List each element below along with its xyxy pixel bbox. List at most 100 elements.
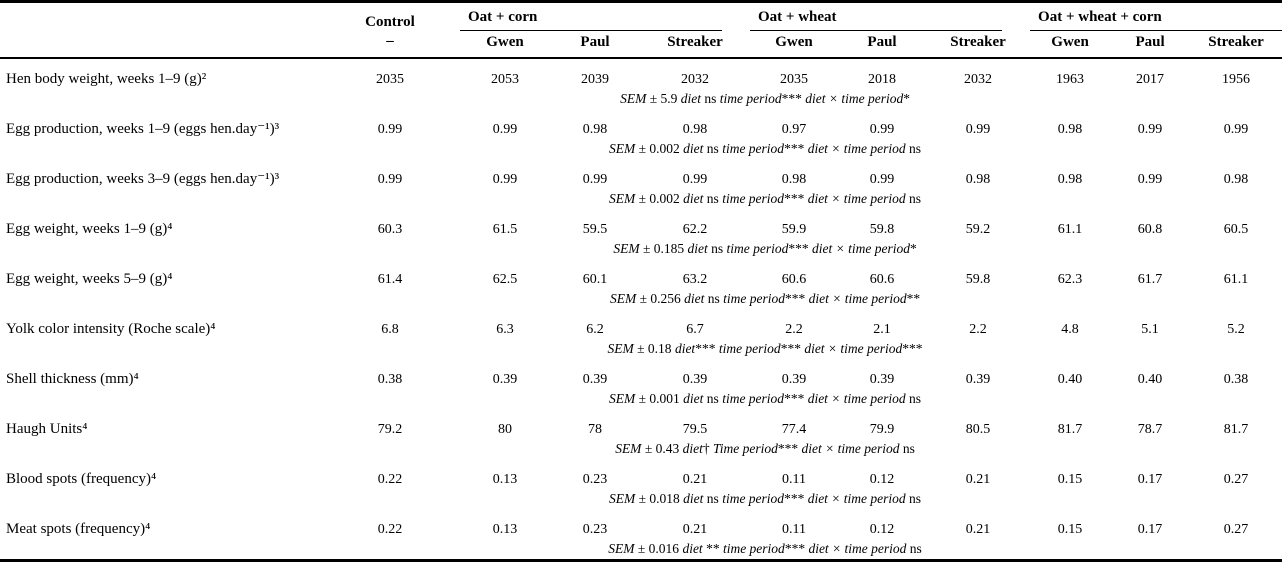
column-header-streaker: Streaker [640,31,750,59]
value-cell: 0.15 [1057,522,1083,537]
control-label: Control [365,13,415,30]
table-header: Control – Oat + corn Oat + wheat Oat + w… [0,1,1282,59]
value-cell: 79.9 [869,422,895,437]
column-header-streaker: Streaker [926,31,1031,59]
sem-term: *** [784,491,808,506]
value-cell: 6.3 [496,322,514,337]
value-cell: 2039 [581,72,609,87]
trait-value-row: Egg production, weeks 1–9 (eggs hen.day⁻… [0,109,1282,138]
value-cell: 0.97 [781,122,807,137]
empty-cell [0,538,320,561]
diet-group-label: Oat + corn [460,9,722,31]
sem-row: SEM ± 0.016 diet ** time period*** diet … [0,538,1282,561]
value-cell: 0.17 [1137,522,1163,537]
value-cell: 0.13 [492,472,518,487]
value-cell: 62.3 [1057,272,1083,287]
value-cell: 0.99 [869,172,895,187]
value-cell: 0.40 [1137,372,1163,387]
sem-term-italic: Time period [712,441,778,456]
value-cell: 2017 [1136,72,1165,87]
sem-term: *** [780,341,805,356]
value-cell: 0.99 [1223,122,1249,137]
sem-term-italic: diet [682,441,703,456]
value-cell: 0.99 [682,172,708,187]
value-cell: 0.12 [869,472,895,487]
value-cell: 0.21 [965,472,991,487]
empty-cell [0,88,320,109]
trait-label: Egg production, weeks 3–9 (eggs hen.day⁻… [6,171,280,187]
value-cell: 61.5 [492,222,518,237]
control-dash: – [386,32,394,49]
value-cell: 2032 [964,72,993,87]
value-cell: 0.21 [965,522,991,537]
sem-term: ns [703,491,723,506]
sem-term-italic: diet [683,391,704,406]
sem-term-italic: time period [718,341,781,356]
sem-term-italic: diet [683,191,704,206]
sem-term-italic: diet × time period [801,441,900,456]
sem-term: ns [899,441,915,456]
value-cell: 0.99 [965,122,991,137]
column-header-paul: Paul [838,31,926,59]
sem-term-italic: SEM [609,291,637,306]
empty-cell [0,488,320,509]
empty-cell [0,438,320,459]
diet-group-label: Oat + wheat + corn [1030,9,1282,31]
value-cell: 0.11 [782,472,806,487]
value-cell: 0.38 [1223,372,1249,387]
sem-term-italic: diet × time period [808,541,907,556]
sem-term: ± 0.43 [641,441,683,456]
sem-term-italic: time period [719,91,782,106]
sem-term-italic: diet × time period [807,391,906,406]
diet-group-oat-wheat-corn: Oat + wheat + corn [1030,2,1282,31]
sem-row: SEM ± 0.001 diet ns time period*** diet … [0,388,1282,409]
value-cell: 2.2 [969,322,987,337]
sem-term-italic: SEM [607,341,634,356]
value-cell: 0.27 [1223,472,1249,487]
sem-term: *** [784,191,808,206]
sem-statistics: SEM ± 0.18 diet*** time period*** diet ×… [320,338,1282,359]
sem-term: * [909,241,917,256]
sem-term: *** [781,91,806,106]
value-cell: 2053 [491,72,519,87]
value-cell: 77.4 [781,422,807,437]
sem-term: *** [784,541,809,556]
trait-value-row: Haugh Units⁴ 79.2 80 78 79.5 77.4 79.9 80.5 81.7… [0,409,1282,438]
empty-cell [0,188,320,209]
value-cell: 60.8 [1137,222,1163,237]
value-cell: 0.22 [377,522,403,537]
value-cell: 60.6 [869,272,895,287]
sem-term: *** [788,241,813,256]
value-cell: 6.7 [686,322,704,337]
value-cell: 0.39 [582,372,608,387]
trait-label: Blood spots (frequency)⁴ [6,471,157,487]
value-cell: 0.98 [582,122,608,137]
value-cell: 60.1 [582,272,608,287]
sem-term-italic: SEM [609,141,636,156]
value-cell: 0.99 [492,172,518,187]
value-cell: 6.2 [586,322,604,337]
diet-group-oat-wheat: Oat + wheat [750,2,1030,31]
table-body: Hen body weight, weeks 1–9 (g)² 2035 2053 2… [0,58,1282,561]
sem-term: ± 0.002 [635,191,684,206]
sem-term: ns [905,191,922,206]
sem-term-italic: time period [722,141,785,156]
sem-term-italic: SEM [609,491,636,506]
sem-term-italic: time period [722,491,785,506]
diet-group-row: Control – Oat + corn Oat + wheat Oat + w… [0,1,1282,59]
value-cell: 80 [498,422,512,437]
sem-term-italic: diet × time period [808,291,907,306]
sem-term: ns [906,541,922,556]
trait-value-row: Egg weight, weeks 1–9 (g)⁴ 60.3 61.5 59.5 62… [0,209,1282,238]
diet-group-label: Oat + wheat [750,9,1003,31]
sem-term: ns [707,241,727,256]
value-cell: 0.23 [582,472,608,487]
sem-term-italic: diet [687,241,708,256]
value-cell: 60.6 [781,272,807,287]
sem-statistics: SEM ± 0.002 diet ns time period*** diet … [320,138,1282,159]
sem-term: ± 0.185 [639,241,688,256]
column-header-gwen: Gwen [460,31,550,59]
trait-value-row: Yolk color intensity (Roche scale)⁴ 6.8 6.… [0,309,1282,338]
sem-term: ns [703,141,723,156]
